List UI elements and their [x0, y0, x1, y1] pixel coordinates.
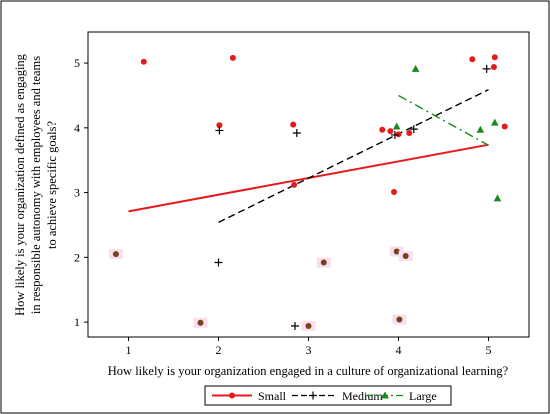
marker-large-0	[411, 64, 420, 72]
marker-other-4	[393, 248, 400, 255]
marker-small-8	[469, 56, 476, 63]
marker-large-4	[493, 194, 502, 202]
marker-other-5	[402, 253, 409, 260]
x-tick-label-3: 3	[306, 343, 312, 357]
x-tick-label-2: 2	[216, 343, 222, 357]
marker-small-13	[291, 181, 298, 188]
y-tick-label-2: 2	[74, 250, 80, 264]
y-axis-label-line-1: How likely is your organization defined …	[13, 53, 27, 316]
legend-medium-label: Medium	[342, 389, 383, 403]
y-axis: 1 2 3 4 5	[74, 56, 88, 329]
x-axis: 1 2 3 4 5	[126, 337, 492, 357]
y-tick-label-4: 4	[74, 121, 80, 135]
marker-other-6	[396, 316, 403, 323]
legend-medium-marker	[309, 391, 317, 400]
marker-small-12	[391, 188, 397, 195]
x-axis-label: How likely is your organization engaged …	[108, 364, 509, 378]
marker-medium-3	[409, 125, 418, 134]
marker-medium-4	[390, 130, 399, 139]
marker-small-6	[395, 131, 402, 138]
marker-other-2	[305, 322, 312, 329]
y-axis-label: How likely is your organization defined …	[13, 53, 59, 316]
y-axis-label-line-2: in responsible autonomy with employees a…	[29, 56, 43, 314]
marker-other-3	[320, 259, 327, 266]
marker-small-0	[140, 58, 147, 65]
legend-large-marker	[381, 391, 389, 399]
legend-large-label: Large	[409, 389, 437, 403]
x-tick-label-1: 1	[126, 343, 132, 357]
marker-small-11	[501, 123, 508, 130]
marker-medium-6	[291, 321, 299, 330]
x-tick-label-4: 4	[396, 343, 402, 357]
fit-line-large	[398, 94, 489, 146]
marker-medium-1	[292, 129, 301, 138]
fit-line-medium	[218, 89, 489, 224]
x-tick-label-5: 5	[486, 343, 492, 357]
marker-medium-5	[214, 258, 223, 267]
marker-large-2	[476, 125, 485, 133]
marker-small-5	[387, 128, 394, 135]
marker-other-1	[197, 319, 204, 326]
marker-other-0	[112, 251, 119, 258]
y-tick-label-5: 5	[74, 56, 80, 70]
y-tick-label-1: 1	[74, 315, 80, 329]
marker-medium-2	[482, 64, 491, 73]
marker-small-9	[491, 54, 498, 61]
legend: Small Medium Large	[204, 385, 452, 406]
data-markers	[108, 54, 508, 331]
legend-small-label: Small	[258, 389, 287, 403]
marker-small-7	[406, 130, 413, 137]
plot-area	[87, 31, 530, 338]
y-tick-label-3: 3	[74, 186, 80, 200]
legend-small-marker	[229, 392, 235, 399]
y-axis-label-line-3: to achieve specific goals?	[45, 121, 59, 250]
marker-large-3	[491, 118, 499, 126]
fit-lines	[128, 89, 489, 224]
marker-small-4	[379, 126, 386, 133]
marker-small-10	[490, 63, 497, 70]
marker-small-1	[229, 54, 236, 61]
marker-small-3	[290, 121, 297, 128]
marker-small-2	[216, 122, 223, 129]
marker-large-1	[392, 122, 401, 130]
marker-medium-0	[215, 126, 224, 135]
